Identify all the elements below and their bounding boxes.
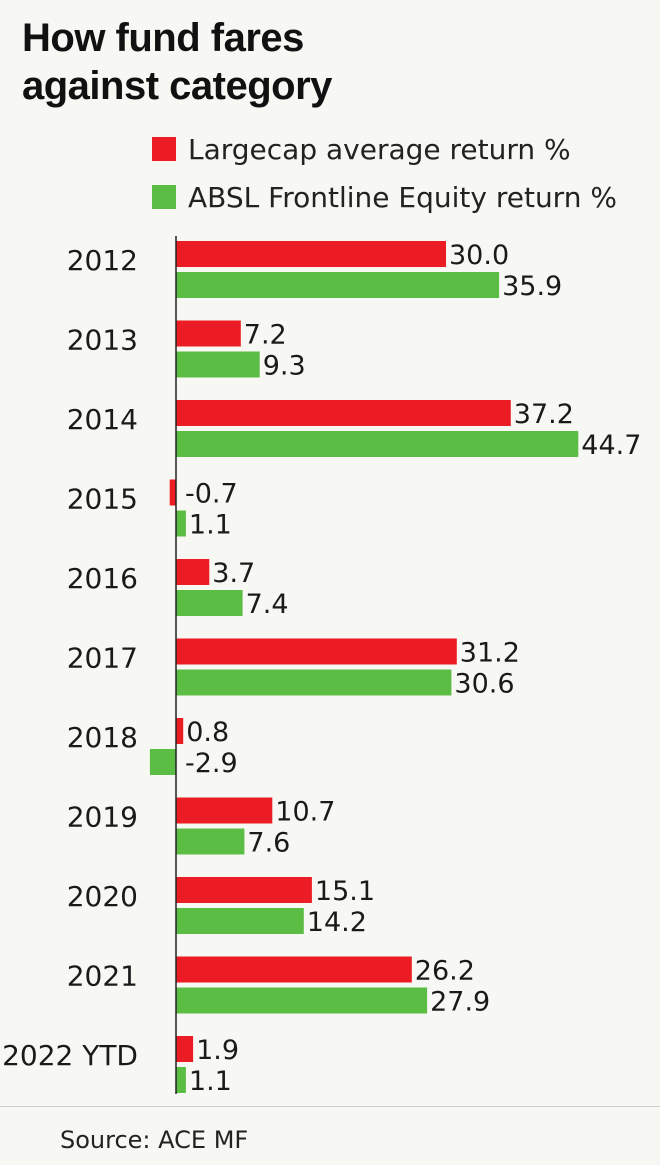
category-label-2014: 2014 [67,403,138,436]
category-label-2020: 2020 [67,880,138,913]
category-label-2021: 2021 [67,960,138,993]
bar-largecap-2015 [169,479,176,506]
value-label-largecap-2020: 15.1 [315,876,375,907]
value-label-largecap-2014: 37.2 [514,399,574,430]
category-label-2019: 2019 [67,801,138,834]
bar-largecap-2022-ytd [176,1036,194,1062]
bar-fund-2014 [176,431,579,457]
legend-item-largecap: Largecap average return % [152,132,571,166]
category-label-2012: 2012 [67,244,138,277]
value-label-fund-2016: 7.4 [246,589,289,620]
value-label-fund-2015: 1.1 [189,510,232,541]
value-label-fund-2014: 44.7 [581,430,641,461]
value-label-largecap-2018: 0.8 [186,717,229,748]
chart-title-line-2: against category [22,64,332,108]
value-label-largecap-2022-ytd: 1.9 [196,1035,239,1066]
category-label-2018: 2018 [67,721,138,754]
category-label-2017: 2017 [67,642,138,675]
bar-largecap-2020 [176,877,312,903]
legend-swatch-fund [152,185,176,209]
bar-chart: 2012 30.035.9 2013 7.29.3 2014 37.244.7 2015 -0… [2,236,641,1097]
value-label-largecap-2019: 10.7 [275,797,335,828]
bar-fund-2021 [176,987,428,1014]
value-label-largecap-2017: 31.2 [460,638,520,669]
legend-item-fund: ABSL Frontline Equity return % [152,180,617,214]
category-label-2016: 2016 [67,562,138,595]
source-note: Source: ACE MF [60,1126,249,1154]
bar-fund-2012 [176,272,500,298]
category-label-2013: 2013 [67,324,138,357]
divider [0,1106,660,1107]
category-label-2015: 2015 [67,483,138,516]
chart-title: How fund fares against category [22,14,332,110]
value-label-fund-2020: 14.2 [307,907,367,938]
bar-fund-2018 [149,749,176,775]
bar-largecap-2014 [176,400,511,426]
value-label-fund-2021: 27.9 [430,987,490,1018]
category-label-2022-ytd: 2022 YTD [2,1039,138,1072]
legend-label-fund: ABSL Frontline Equity return % [188,180,617,214]
bar-fund-2019 [176,828,245,855]
legend-swatch-largecap [152,137,176,161]
bar-fund-2020 [176,908,304,934]
value-label-fund-2019: 7.6 [247,828,290,859]
value-label-fund-2013: 9.3 [263,351,306,382]
legend-label-largecap: Largecap average return % [188,132,571,166]
bar-largecap-2017 [176,638,457,665]
bar-fund-2013 [176,351,260,378]
bar-fund-2017 [176,669,452,696]
value-label-fund-2022-ytd: 1.1 [189,1066,232,1097]
bar-largecap-2016 [176,559,210,585]
value-label-largecap-2015: -0.7 [185,479,238,510]
bar-largecap-2018 [176,718,184,744]
value-label-largecap-2016: 3.7 [212,558,255,589]
bar-largecap-2021 [176,956,412,983]
bar-largecap-2013 [176,320,241,347]
value-label-largecap-2013: 7.2 [244,320,287,351]
value-label-largecap-2012: 30.0 [449,240,509,271]
bar-fund-2016 [176,590,243,616]
chart-title-line-1: How fund fares [22,16,304,60]
value-label-largecap-2021: 26.2 [415,956,475,987]
bar-fund-2022-ytd [176,1067,186,1093]
value-label-fund-2012: 35.9 [502,271,562,302]
bar-fund-2015 [176,510,186,537]
value-label-fund-2018: -2.9 [185,748,238,779]
bar-largecap-2019 [176,797,273,824]
bar-largecap-2012 [176,241,446,267]
value-label-fund-2017: 30.6 [454,669,514,700]
